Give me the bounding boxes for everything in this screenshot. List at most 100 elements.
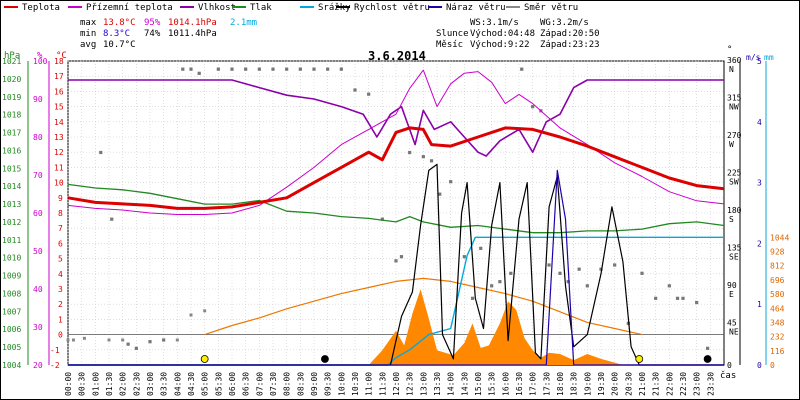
temp-tick: 2 [58, 300, 63, 309]
temp-tick: 11 [54, 163, 64, 172]
sun-set: Západ:20:50 [540, 29, 600, 39]
temp-tick: 4 [58, 270, 63, 279]
pct-tick: 50 [33, 247, 43, 256]
x-tick-label: 09:00 [310, 372, 319, 396]
x-tick-label: 02:30 [132, 372, 141, 396]
dir-point [585, 284, 589, 288]
hpa-tick: 1020 [2, 75, 21, 84]
dir-tick-compass: E [729, 290, 734, 299]
dir-tick-compass: SE [729, 253, 739, 262]
x-tick-label: 08:00 [283, 372, 292, 396]
hpa-tick: 1012 [2, 218, 21, 227]
dir-point [394, 259, 398, 263]
mm-tick: 464 [770, 304, 785, 313]
dir-unit: ° [727, 45, 732, 55]
temp-tick: 10 [54, 179, 64, 188]
legend-label-smer: Směr větru [524, 3, 578, 13]
hpa-tick: 1007 [2, 307, 21, 316]
dir-point [558, 271, 562, 275]
dir-low-point [189, 313, 193, 317]
hpa-tick: 1010 [2, 254, 21, 263]
x-tick-label: 00:00 [64, 372, 73, 396]
temp-tick: 17 [54, 72, 64, 81]
pct-tick: 80 [33, 133, 43, 142]
hpa-tick: 1019 [2, 93, 21, 102]
hpa-tick: 1011 [2, 236, 21, 245]
grid [67, 60, 725, 366]
series-wind-gust [68, 169, 724, 366]
x-tick-label: 18:00 [556, 372, 565, 396]
hpa-tick: 1009 [2, 272, 21, 281]
dir-tick-compass: NE [729, 328, 739, 337]
dir-tick: 225 [727, 169, 742, 178]
dir-point [148, 340, 152, 344]
legend: Teplota Přízemní teplota Vlhkost Tlak Srážky… [4, 3, 578, 13]
x-tick-label: 14:30 [460, 372, 469, 396]
x-tick-label: 23:30 [706, 372, 715, 396]
mm-unit: mm [764, 53, 774, 62]
temp-tick: 9 [58, 194, 63, 203]
dir-point [326, 67, 330, 71]
x-tick-label: 13:30 [433, 372, 442, 396]
x-tick-label: 11:30 [378, 372, 387, 396]
x-tick-label: 14:00 [447, 372, 456, 396]
dir-point [216, 67, 220, 71]
pct-tick: 40 [33, 285, 43, 294]
x-tick-label: 03:30 [160, 372, 169, 396]
stats-min-label: min [80, 29, 96, 39]
dir-point [197, 71, 201, 75]
mm-tick: 348 [770, 318, 785, 327]
dir-point [408, 150, 412, 155]
x-tick-label: 10:00 [337, 372, 346, 396]
x-tick-label: 13:00 [419, 372, 428, 396]
x-tick-label: 16:00 [501, 372, 510, 396]
sun-moon-marker [200, 355, 209, 363]
legend-label-prizemni: Přízemní teplota [86, 3, 173, 13]
dir-point [257, 67, 261, 71]
x-tick-label: 20:00 [611, 372, 620, 396]
x-tick-label: 01:00 [91, 372, 100, 396]
stats-max-label: max [80, 18, 97, 28]
legend-label-teplota: Teplota [22, 3, 60, 13]
hpa-tick: 1008 [2, 289, 21, 298]
pct-unit: % [37, 51, 43, 61]
dir-point [613, 263, 617, 267]
dir-point [429, 159, 434, 163]
x-tick-label: 15:30 [488, 372, 497, 396]
dir-point [547, 263, 551, 267]
dir-point [706, 346, 710, 350]
mm-tick: 1044 [770, 233, 789, 242]
dir-tick: 270 [727, 131, 742, 140]
x-tick-label: 06:00 [228, 372, 237, 396]
pct-tick: 20 [33, 361, 43, 370]
dir-point [490, 284, 494, 288]
hpa-tick: 1004 [2, 361, 21, 370]
axes-layer: 00:00 00:30 01:00 01:30 02:00 02:30 03:00 03:30… [2, 45, 789, 396]
temp-tick: 3 [58, 285, 63, 294]
dir-point [399, 255, 404, 259]
dir-low-point [121, 338, 125, 342]
dir-point [462, 255, 466, 259]
temp-tick: 7 [58, 224, 63, 233]
legend-label-srazky: Srážky [318, 3, 351, 13]
dir-low-point [66, 338, 70, 342]
ms-tick: 5 [757, 57, 762, 66]
dir-point [438, 192, 442, 196]
pct-tick: 60 [33, 209, 43, 218]
x-tick-label: 19:30 [597, 372, 606, 396]
temp-tick: 6 [58, 239, 63, 248]
temp-unit: °C [56, 51, 67, 61]
dir-point [181, 67, 185, 71]
dir-low-point [107, 338, 111, 342]
dir-point [470, 296, 475, 300]
ms-tick: 4 [757, 118, 762, 127]
dir-point [380, 217, 384, 221]
temp-tick: -2 [50, 361, 60, 370]
sun-rise: Východ:04:48 [470, 29, 535, 39]
dir-point [99, 150, 103, 155]
pct-tick: 70 [33, 171, 43, 180]
dir-point [162, 338, 166, 342]
x-tick-label: 16:30 [515, 372, 524, 396]
x-tick-label: 07:30 [269, 372, 278, 396]
x-tick-label: 22:30 [679, 372, 688, 396]
